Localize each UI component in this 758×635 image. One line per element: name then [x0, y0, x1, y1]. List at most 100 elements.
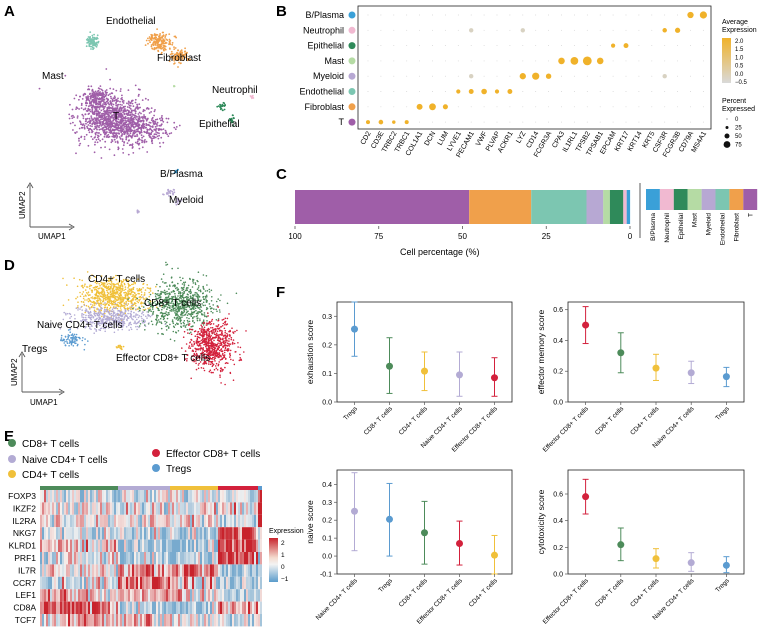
label-endothelial: Endothelial — [106, 16, 155, 27]
umap-a-cell — [168, 190, 171, 193]
umap-d-cell — [200, 329, 202, 332]
dotplot-dot — [419, 14, 421, 16]
umap-a-cell — [87, 144, 90, 147]
umap-a-cell — [107, 98, 110, 101]
umap-d-cell — [226, 332, 228, 335]
dotplot-dot — [664, 60, 666, 62]
umap-a-cell — [84, 118, 87, 120]
umap-d-cell — [86, 299, 88, 301]
umap-d-cell — [60, 337, 63, 339]
umap-d-cell — [146, 317, 148, 319]
umap-d-cell — [187, 310, 189, 313]
umap-a-cell — [80, 102, 83, 105]
umap-a-cell — [116, 123, 119, 125]
umap-a-cell — [114, 134, 117, 137]
umap-d-cell — [214, 343, 217, 346]
umap-d-cell — [126, 315, 128, 318]
umap-d-cell — [138, 292, 140, 295]
umap-d-cell — [170, 276, 173, 279]
umap-a-cell — [120, 116, 123, 118]
umap-d-cell — [125, 314, 127, 317]
dotplot-dot — [638, 75, 640, 77]
umap-a-cell — [251, 97, 253, 100]
umap-a-cell — [108, 118, 111, 120]
umap-a-cell — [84, 113, 87, 116]
umap-a-cell — [101, 96, 103, 99]
umap-a-cell — [81, 113, 84, 116]
umap-d-cell — [119, 310, 121, 313]
umap-d-cell — [196, 335, 199, 338]
umap-d-cell — [137, 301, 140, 304]
umap-d-cell — [192, 279, 195, 281]
umap-a-cell — [138, 103, 141, 106]
umap-d-cell — [217, 364, 220, 367]
umap-a-cell — [127, 89, 130, 91]
umap-d-cell — [182, 325, 185, 327]
dotplot-dot — [586, 121, 588, 123]
umap-d-cell — [239, 357, 241, 359]
dotplot-dot — [444, 121, 446, 123]
umap-a-cell — [175, 36, 178, 39]
umap-a-cell — [116, 127, 119, 130]
umap-d-cell — [165, 264, 167, 266]
umap-d-cell — [107, 288, 110, 291]
umap-d-cell — [207, 327, 210, 330]
umap-a-cell — [161, 47, 164, 49]
umap-d-cell — [202, 285, 204, 288]
umap-a-cell — [91, 43, 93, 45]
umap-a-cell — [93, 38, 95, 41]
umap-d-cell — [124, 286, 127, 288]
umap-d-cell — [203, 333, 206, 336]
umap-d-cell — [142, 314, 145, 316]
umap-d-cell — [179, 317, 182, 320]
label-effector-cd8: Effector CD8+ T cells — [116, 353, 210, 364]
dotplot-dot — [690, 121, 691, 123]
umap-a-cell — [119, 88, 122, 90]
umap-d-cell — [79, 295, 82, 298]
heat-legend-cd8: CD8+ T cells — [22, 439, 79, 450]
dotplot-dot — [380, 29, 382, 31]
umap-a-cell — [158, 142, 161, 144]
dotplot-dot — [586, 14, 588, 16]
umap-d-cell — [232, 359, 234, 362]
dotplot-dot — [419, 91, 421, 92]
umap-a-cell — [79, 142, 82, 145]
expr-legend-tick: −0.5 — [735, 80, 748, 86]
umap-a-cell — [153, 40, 156, 43]
umap-d-cell — [204, 331, 206, 334]
umap-d-cell — [182, 281, 185, 284]
dotplot-dot — [625, 60, 627, 62]
umap-d-cell — [138, 287, 141, 290]
dotplot-row-swatch — [348, 88, 356, 95]
umap-d-cell — [202, 347, 204, 349]
umap-d-cell — [219, 311, 221, 313]
umap-a-cell — [93, 128, 96, 131]
umap-a-cell — [151, 137, 153, 140]
umap-d-cell — [109, 306, 112, 309]
umap-a-cell — [89, 31, 92, 33]
dotplot-dot — [444, 91, 446, 92]
dotplot-row-label: Neutrophil — [303, 25, 344, 35]
umap-d-cell — [137, 325, 139, 328]
umap-d-cell — [194, 291, 197, 294]
dotplot-dot — [612, 91, 614, 92]
umap-a-cell — [90, 85, 93, 88]
umap-d-cell — [120, 303, 123, 306]
umap-d-cell — [151, 314, 153, 317]
umap-a-cell — [94, 121, 96, 124]
umap-d-cell — [135, 294, 138, 296]
umap-a-cell — [134, 135, 137, 138]
dotplot-dot — [548, 60, 550, 62]
umap-a-cell — [136, 140, 139, 143]
umap-d-cell — [195, 295, 197, 297]
umap-a-cell — [145, 122, 148, 125]
umap-a-cell — [99, 88, 101, 90]
umap-a-cell — [98, 124, 101, 127]
dotplot-dot — [483, 106, 485, 108]
umap-d-cell — [188, 323, 191, 325]
umap-d-cell — [129, 300, 132, 303]
dotplot-dot — [582, 56, 592, 66]
umap-d-cell — [176, 322, 178, 325]
umap-d-cell — [206, 290, 209, 292]
umap-d-cell — [95, 297, 97, 300]
